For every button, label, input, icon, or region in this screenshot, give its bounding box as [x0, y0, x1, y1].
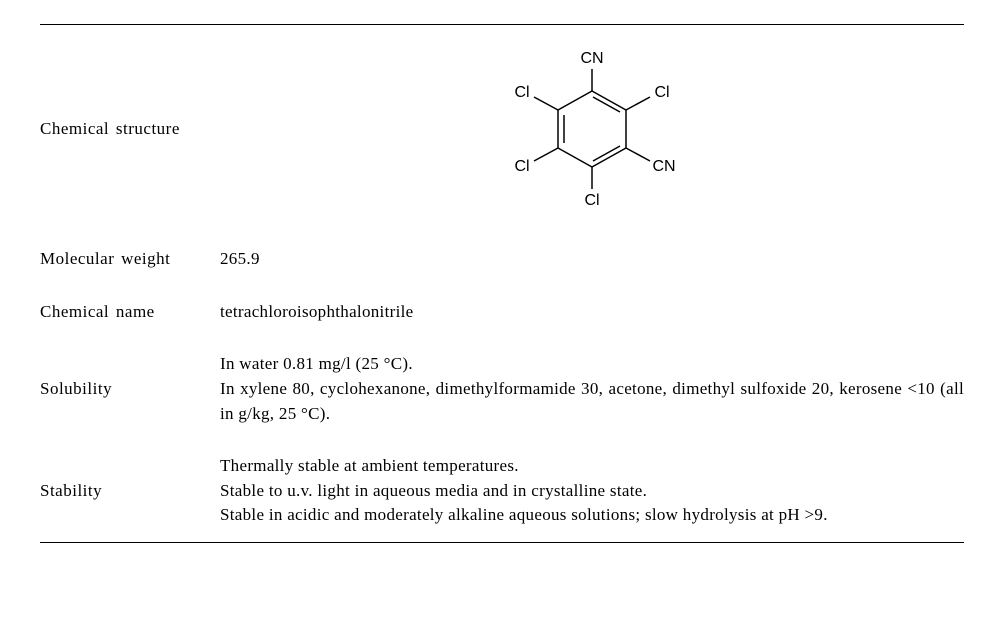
atom-label-cn-top: CN [580, 50, 603, 67]
value-solubility: In water 0.81 mg/l (25 °C). In xylene 80… [220, 352, 964, 426]
label-stability: Stability [40, 481, 220, 501]
text-chemname: tetrachloroisophthalonitrile [220, 300, 964, 325]
row-stability: Stability Thermally stable at ambient te… [40, 440, 964, 542]
text-stability-1: Thermally stable at ambient temperatures… [220, 454, 964, 479]
properties-table: Chemical structure [40, 24, 964, 543]
text-stability-2: Stable to u.v. light in aqueous media an… [220, 479, 964, 504]
label-structure: Chemical structure [40, 119, 220, 139]
atom-label-cl-ll: Cl [514, 158, 529, 175]
atom-label-cl-ul: Cl [514, 84, 529, 101]
row-chemical-name: Chemical name tetrachloroisophthalonitri… [40, 286, 964, 339]
text-solubility-1: In water 0.81 mg/l (25 °C). [220, 352, 964, 377]
label-solubility: Solubility [40, 379, 220, 399]
text-stability-3: Stable in acidic and moderately alkaline… [220, 503, 964, 528]
value-structure: CN Cl CN Cl Cl Cl [220, 39, 964, 219]
value-molecular-weight: 265.9 [220, 247, 964, 272]
atom-label-cl-bot: Cl [584, 192, 599, 209]
label-chemical-name: Chemical name [40, 302, 220, 322]
row-solubility: Solubility In water 0.81 mg/l (25 °C). I… [40, 338, 964, 440]
atom-label-cn-right: CN [652, 158, 675, 175]
row-structure: Chemical structure [40, 25, 964, 233]
molecule-diagram: CN Cl CN Cl Cl Cl [482, 39, 702, 219]
atom-label-cl-ur: Cl [654, 84, 669, 101]
value-stability: Thermally stable at ambient temperatures… [220, 454, 964, 528]
text-mw: 265.9 [220, 247, 964, 272]
text-solubility-2: In xylene 80, cyclohexanone, dimethylfor… [220, 377, 964, 426]
row-molecular-weight: Molecular weight 265.9 [40, 233, 964, 286]
value-chemical-name: tetrachloroisophthalonitrile [220, 300, 964, 325]
label-molecular-weight: Molecular weight [40, 249, 220, 269]
